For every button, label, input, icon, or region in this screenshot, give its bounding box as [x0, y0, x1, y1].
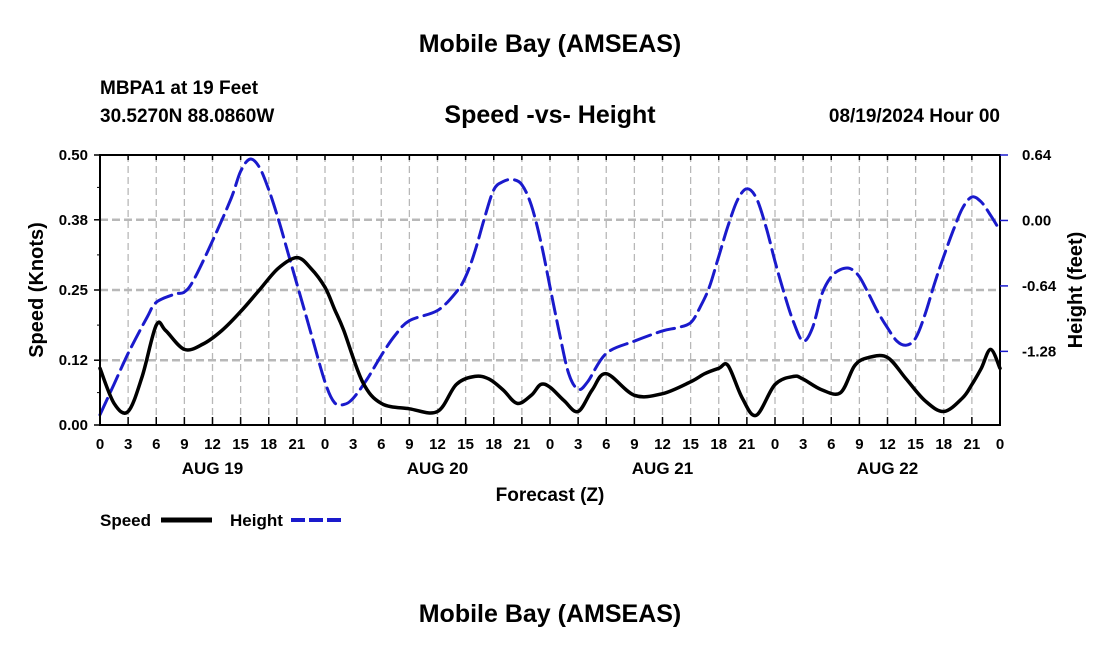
x-tick-label: 0	[96, 436, 104, 453]
x-tick-label: 9	[855, 436, 863, 453]
x-tick-label: 6	[377, 436, 385, 453]
x-day-label: AUG 21	[632, 459, 693, 478]
y2-tick-label: -1.28	[1022, 343, 1056, 360]
x-tick-label: 21	[739, 436, 756, 453]
x-tick-label: 0	[771, 436, 779, 453]
station-label: MBPA1 at 19 Feet	[100, 78, 259, 99]
x-tick-label: 15	[682, 436, 699, 453]
x-tick-label: 15	[907, 436, 924, 453]
x-tick-label: 9	[180, 436, 188, 453]
y2-tick-label: 0.00	[1022, 212, 1051, 229]
x-tick-label: 3	[349, 436, 357, 453]
page-title: Mobile Bay (AMSEAS)	[418, 30, 682, 58]
y-tick-label: 0.50	[59, 147, 88, 164]
speed-series-line	[98, 255, 1002, 418]
legend: Speed Height	[100, 511, 342, 530]
x-tick-label: 21	[964, 436, 981, 453]
x-tick-label: 21	[514, 436, 531, 453]
x-tick-label: 3	[574, 436, 582, 453]
x-tick-label: 9	[405, 436, 413, 453]
x-tick-label: 18	[485, 436, 502, 453]
x-tick-label: 6	[827, 436, 835, 453]
legend-label-height: Height	[230, 511, 283, 530]
footer-title: Mobile Bay (AMSEAS)	[418, 600, 682, 628]
x-tick-label: 12	[429, 436, 446, 453]
x-axis-label: Forecast (Z)	[496, 485, 605, 506]
x-tick-label: 12	[879, 436, 896, 453]
legend-label-speed: Speed	[100, 511, 151, 530]
y-tick-label: 0.25	[59, 282, 88, 299]
station-coordinates: 30.5270N 88.0860W	[100, 106, 275, 127]
speed-height-chart: 0 3 6 9 12 15 18 21 0 3 6 9 12 15 18 21 0 3 6 9 12 15 18 21 0 3 6 9…	[26, 147, 1087, 530]
x-tick-label: 18	[710, 436, 727, 453]
y2-tick-label: 0.64	[1022, 147, 1052, 164]
height-series-line	[98, 157, 1002, 417]
y-tick-label: 0.00	[59, 417, 88, 434]
chart-title: Speed -vs- Height	[444, 101, 656, 129]
y-tick-label: 0.12	[59, 352, 88, 369]
x-day-label: AUG 22	[857, 459, 918, 478]
x-tick-label: 0	[321, 436, 329, 453]
x-tick-label: 12	[654, 436, 671, 453]
x-tick-label: 21	[289, 436, 306, 453]
y-axis-label: Speed (Knots)	[26, 222, 48, 358]
x-day-label: AUG 20	[407, 459, 468, 478]
x-tick-label: 12	[204, 436, 221, 453]
x-day-label: AUG 19	[182, 459, 243, 478]
x-tick-label: 18	[260, 436, 277, 453]
grid	[100, 155, 1000, 425]
x-tick-label: 6	[152, 436, 160, 453]
y2-axis-label: Height (feet)	[1065, 232, 1087, 349]
x-tick-label: 18	[935, 436, 952, 453]
x-tick-label: 9	[630, 436, 638, 453]
x-tick-label: 6	[602, 436, 610, 453]
y2-tick-label: -0.64	[1022, 278, 1057, 295]
y-tick-label: 0.38	[59, 212, 88, 229]
x-tick-label: 3	[124, 436, 132, 453]
axes: 0 3 6 9 12 15 18 21 0 3 6 9 12 15 18 21 0 3 6 9 12 15 18 21 0 3 6 9…	[59, 147, 1057, 478]
x-tick-label: 15	[457, 436, 474, 453]
forecast-datetime: 08/19/2024 Hour 00	[828, 106, 1000, 127]
x-tick-label: 0	[996, 436, 1004, 453]
x-tick-label: 3	[799, 436, 807, 453]
series-layer	[98, 157, 1002, 418]
x-tick-label: 0	[546, 436, 554, 453]
x-tick-label: 15	[232, 436, 249, 453]
